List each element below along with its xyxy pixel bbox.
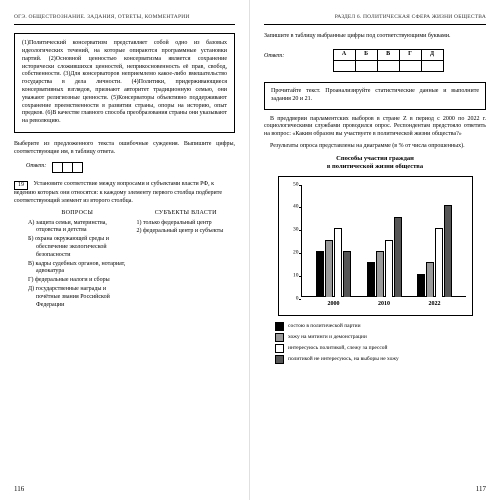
page-spread: ОГЭ. ОБЩЕСТВОЗНАНИЕ. ЗАДАНИЯ, ОТВЕТЫ, КО… (0, 0, 500, 500)
page-number: 116 (14, 485, 24, 494)
intro-text: Запишите в таблицу выбранные цифры под с… (264, 33, 486, 41)
letter-header-cell: В (377, 49, 399, 60)
legend-item: хожу на митинги и демонстрации (275, 333, 475, 342)
matching-columns: ВОПРОСЫ А) защита семьи, материнства, от… (28, 210, 235, 311)
bar (376, 251, 384, 297)
bar (394, 217, 402, 297)
x-tick-label: 2022 (429, 301, 441, 309)
bar (367, 262, 375, 296)
page-left: ОГЭ. ОБЩЕСТВОЗНАНИЕ. ЗАДАНИЯ, ОТВЕТЫ, КО… (0, 0, 250, 500)
questions-list: А) защита семьи, материнства, отцовства … (28, 220, 127, 310)
y-axis (301, 185, 302, 297)
letter-input-cell[interactable] (421, 60, 443, 71)
letter-header-cell: Б (355, 49, 377, 60)
legend-label: состою в политической партии (288, 323, 361, 330)
bar (435, 228, 443, 296)
column-title-left: ВОПРОСЫ (28, 210, 127, 218)
answer-table-block: Ответ: АБВГД (264, 45, 486, 76)
letter-input-cell[interactable] (377, 60, 399, 71)
y-tick-mark (299, 253, 301, 254)
letter-input-row (333, 60, 443, 71)
running-head-right: РАЗДЕЛ 6. ПОЛИТИЧЕСКАЯ СФЕРА ЖИЗНИ ОБЩЕС… (264, 14, 486, 25)
legend-label: интересуюсь политикой, слежу за прессой (288, 345, 388, 352)
question-19: 19 Установите соответствие между вопроса… (14, 181, 235, 311)
page-right: РАЗДЕЛ 6. ПОЛИТИЧЕСКАЯ СФЕРА ЖИЗНИ ОБЩЕС… (250, 0, 500, 500)
bar (385, 240, 393, 297)
y-tick-mark (299, 230, 301, 231)
chart-title: Способы участия гражданв политической жи… (264, 155, 486, 172)
list-item: Д) государственные награды и почётные зв… (28, 286, 127, 309)
y-tick-label: 10 (281, 272, 299, 279)
question-number: 19 (14, 181, 28, 191)
bar-group (316, 228, 351, 296)
legend-swatch (275, 355, 284, 364)
body-paragraph-1: В преддверии парламентских выборов в стр… (264, 116, 486, 139)
bar-group (417, 205, 452, 296)
bar (343, 251, 351, 297)
bar (334, 228, 342, 296)
letter-header-row: АБВГД (333, 49, 443, 60)
y-tick-label: 40 (281, 204, 299, 211)
list-item: 1) только федеральный центр (137, 220, 236, 228)
column-title-right: СУБЪЕКТЫ ВЛАСТИ (137, 210, 236, 218)
page-number: 117 (476, 485, 486, 494)
source-text-box: (1)Политический консерватизм представляе… (14, 33, 235, 133)
question-text: Установите соответствие между вопросами … (14, 181, 222, 205)
legend-swatch (275, 333, 284, 342)
chart-block: Способы участия гражданв политической жи… (264, 155, 486, 364)
x-tick-label: 2000 (328, 301, 340, 309)
y-tick-label: 30 (281, 227, 299, 234)
letter-input-cell[interactable] (333, 60, 355, 71)
bar-group (367, 217, 402, 297)
chart-frame: 0 10 20 30 40 50 2000 2010 2022 (278, 176, 473, 316)
y-tick-mark (299, 207, 301, 208)
chart-legend: состою в политической партии хожу на мити… (275, 322, 475, 364)
y-tick-label: 50 (281, 181, 299, 188)
legend-item: интересуюсь политикой, слежу за прессой (275, 344, 475, 353)
list-item: А) защита семьи, материнства, отцовства … (28, 220, 127, 236)
answer-label: Ответ: (264, 53, 284, 61)
letter-input-cell[interactable] (399, 60, 421, 71)
legend-label: политикой не интересуюсь, на выборы не х… (288, 356, 399, 363)
running-head-left: ОГЭ. ОБЩЕСТВОЗНАНИЕ. ЗАДАНИЯ, ОТВЕТЫ, КО… (14, 14, 235, 25)
y-tick-mark (299, 185, 301, 186)
list-item: 2) федеральный центр и субъекты (137, 228, 236, 236)
letter-header-cell: Г (399, 49, 421, 60)
list-item: Г) федеральные налоги и сборы (28, 277, 127, 285)
letter-header-cell: А (333, 49, 355, 60)
list-item: Б) охрана окружающей среды и обеспечение… (28, 236, 127, 259)
task-instruction: Выберите из предложенного текста ошибочн… (14, 141, 235, 157)
column-subjects: СУБЪЕКТЫ ВЛАСТИ 1) только федеральный це… (137, 210, 236, 311)
list-item: В) кадры судебных органов, нотариат, адв… (28, 261, 127, 277)
bar (325, 240, 333, 297)
bar (417, 274, 425, 297)
answer-cell[interactable] (72, 162, 83, 173)
answer-cells (52, 162, 83, 173)
y-tick-mark (299, 299, 301, 300)
letter-header-cell: Д (421, 49, 443, 60)
bar (426, 262, 434, 296)
subjects-list: 1) только федеральный центр2) федеральны… (137, 220, 236, 237)
bar (316, 251, 324, 297)
instruction-box: Прочитайте текст. Проанализируйте статис… (264, 82, 486, 110)
x-tick-label: 2010 (378, 301, 390, 309)
bar (444, 205, 452, 296)
y-tick-label: 0 (281, 295, 299, 302)
legend-swatch (275, 344, 284, 353)
answer-row: Ответ: (26, 162, 235, 173)
answer-label: Ответ: (26, 163, 46, 171)
legend-swatch (275, 322, 284, 331)
legend-item: состою в политической партии (275, 322, 475, 331)
letter-table: АБВГД (333, 49, 444, 72)
y-tick-mark (299, 276, 301, 277)
y-tick-label: 20 (281, 249, 299, 256)
legend-label: хожу на митинги и демонстрации (288, 334, 367, 341)
body-paragraph-2: Результаты опроса представлены на диагра… (264, 143, 486, 151)
chart-plot-area: 01020304050200020102022 (301, 185, 466, 297)
column-questions: ВОПРОСЫ А) защита семьи, материнства, от… (28, 210, 127, 311)
legend-item: политикой не интересуюсь, на выборы не х… (275, 355, 475, 364)
letter-input-cell[interactable] (355, 60, 377, 71)
